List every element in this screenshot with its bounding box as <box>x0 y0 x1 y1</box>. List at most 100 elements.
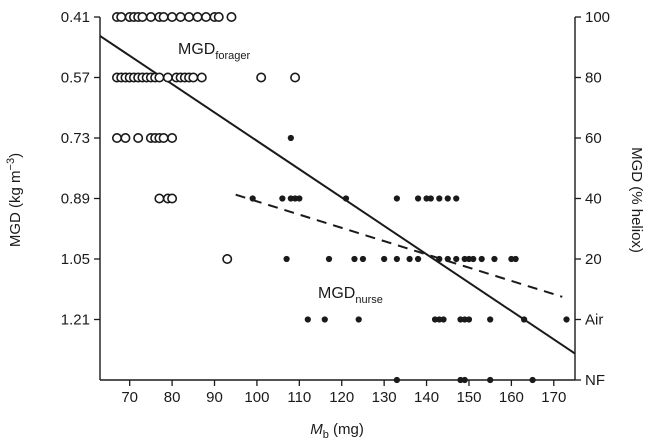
nurse-point <box>529 376 536 384</box>
nurse-point <box>444 255 451 263</box>
nurse-point <box>304 316 311 323</box>
nurse-point <box>393 255 400 263</box>
forager-point <box>256 72 267 83</box>
forager-point <box>162 72 173 83</box>
forager-point <box>201 12 212 22</box>
nurse-point <box>342 195 350 202</box>
nurse-point <box>491 255 498 263</box>
forager-point <box>213 12 224 22</box>
nurse-point <box>287 195 294 202</box>
nurse-point <box>359 255 367 263</box>
x-tick-label: 140 <box>414 389 439 406</box>
nurse-point <box>296 195 303 202</box>
nurse-point <box>487 376 494 384</box>
forager-point <box>222 254 233 265</box>
nurse-point <box>461 316 468 323</box>
forager-point <box>290 72 301 83</box>
forager-point <box>158 133 169 144</box>
nurse-point <box>457 316 464 323</box>
nurse-point <box>287 134 294 142</box>
ticks: 70 80 90 100 110 120 130 140 150 160 170 0.41 0.57 0.… <box>61 9 610 406</box>
y-right-tick-label: 60 <box>585 130 602 147</box>
y-left-tick-label: 1.21 <box>61 312 90 329</box>
nurse-point <box>414 195 422 202</box>
y-left-axis-title: MGD (kg m−3) <box>5 153 24 247</box>
nurse-point <box>508 255 515 263</box>
forager-point <box>188 72 199 83</box>
forager-point <box>192 12 203 22</box>
y-left-tick-label: 0.41 <box>61 9 90 26</box>
forager-point <box>116 12 127 22</box>
x-tick-label: 100 <box>244 389 269 406</box>
y-left-tick-label: 0.57 <box>61 70 90 87</box>
forager-point <box>167 12 178 22</box>
x-tick-label: 170 <box>541 389 566 406</box>
forager-point <box>175 12 186 22</box>
nurse-point <box>461 255 468 263</box>
x-tick-label: 80 <box>164 389 181 406</box>
nurse-point <box>423 195 430 202</box>
y-right-tick-label: 100 <box>585 9 610 26</box>
y-left-tick-label: 0.73 <box>61 130 90 147</box>
nurse-point <box>406 255 413 263</box>
x-tick-label: 120 <box>329 389 354 406</box>
forager-point <box>167 133 178 144</box>
nurse-point <box>393 195 400 202</box>
nurse-point <box>470 255 477 263</box>
forager-point <box>226 12 237 22</box>
nurse-point <box>478 255 485 263</box>
nurse-regression-line <box>235 193 563 298</box>
forager-point <box>145 12 156 22</box>
forager-point <box>137 12 148 22</box>
y-left-tick-label: 0.89 <box>61 191 90 208</box>
forager-point <box>154 193 165 204</box>
nurse-point <box>521 316 528 323</box>
x-axis-title: Mb (mg) <box>310 421 364 441</box>
nurse-point <box>436 195 443 202</box>
x-tick-label: 160 <box>499 389 524 406</box>
nurse-point <box>249 195 256 202</box>
forager-point <box>184 12 195 22</box>
y-right-tick-label: 20 <box>585 251 602 268</box>
nurse-point <box>283 255 290 263</box>
forager-point <box>158 12 169 22</box>
nurse-point <box>381 255 388 263</box>
forager-point <box>120 133 131 144</box>
nurse-point <box>279 195 286 202</box>
y-right-tick-label: 40 <box>585 191 602 208</box>
forager-point <box>196 72 207 83</box>
forager-point <box>167 193 178 204</box>
nurse-point <box>436 255 443 263</box>
x-tick-label: 130 <box>372 389 397 406</box>
nurse-point <box>512 255 519 263</box>
forager-point <box>154 72 165 83</box>
nurse-point <box>291 195 299 202</box>
y-left-tick-label: 1.05 <box>61 251 90 268</box>
y-right-tick-label: Air <box>585 312 603 329</box>
y-right-tick-label: 80 <box>585 70 602 87</box>
nurse-point <box>427 195 434 202</box>
nurse-point <box>465 255 473 263</box>
forager-point <box>133 133 144 144</box>
nurse-point <box>440 316 447 323</box>
nurse-point <box>487 316 494 323</box>
nurse-point <box>414 255 422 263</box>
regression-lines <box>99 35 576 355</box>
nurse-point <box>453 195 460 202</box>
nurse-point <box>393 376 400 384</box>
nurse-point <box>457 376 464 384</box>
annotation-forager: MGDforager <box>178 41 251 62</box>
labels: MGDforager MGDnurse Mb (mg) MGD (kg m−3)… <box>5 41 645 441</box>
nurse-point <box>563 316 570 323</box>
nurse-point <box>325 255 333 263</box>
data-points <box>111 12 570 384</box>
y-right-axis-title: MGD (% heliox) <box>628 147 645 253</box>
x-tick-label: 110 <box>287 389 311 406</box>
x-tick-label: 70 <box>121 389 138 406</box>
x-tick-label: 90 <box>206 389 223 406</box>
annotation-nurse: MGDnurse <box>318 285 383 306</box>
nurse-point <box>355 316 362 323</box>
nurse-point <box>444 195 451 202</box>
nurse-point <box>321 316 328 323</box>
